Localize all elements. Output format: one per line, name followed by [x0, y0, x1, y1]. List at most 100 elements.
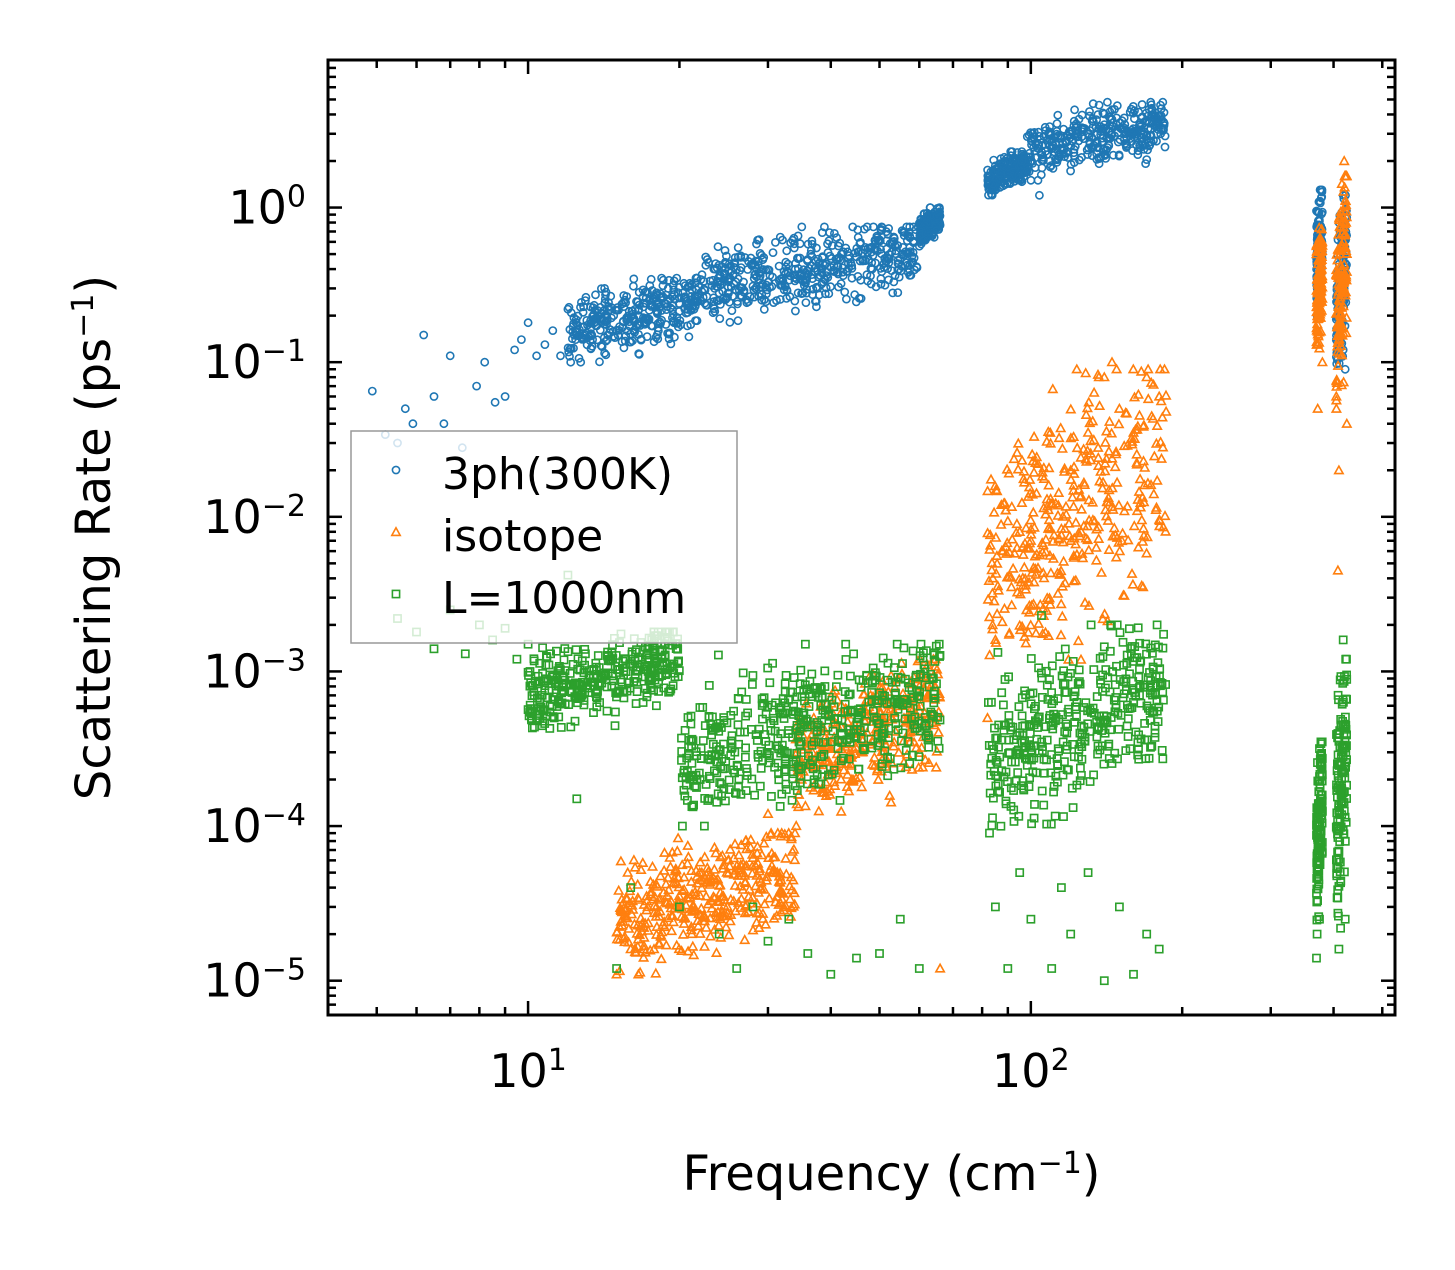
- scatter-point-isotope: [1092, 556, 1100, 564]
- scatter-point-isotope: [993, 559, 1001, 567]
- scatter-point-boundary: [853, 955, 860, 962]
- scatter-point-isotope: [1084, 429, 1092, 437]
- scatter-point-isotope: [933, 747, 941, 755]
- scatter-point-3ph: [533, 352, 540, 359]
- scatter-point-isotope: [1314, 405, 1322, 413]
- scatter-point-boundary: [850, 650, 857, 657]
- scatter-point-boundary: [633, 700, 640, 707]
- scatter-point-boundary: [910, 647, 917, 654]
- scatter-point-isotope: [987, 475, 995, 483]
- scatter-point-isotope: [1067, 405, 1075, 413]
- scatter-point-isotope: [639, 953, 647, 961]
- scatter-point-boundary: [768, 793, 775, 800]
- scatter-point-isotope: [1058, 445, 1066, 453]
- scatter-point-boundary: [726, 776, 733, 783]
- scatter-point-isotope: [639, 859, 647, 867]
- scatter-point-isotope: [1034, 620, 1042, 628]
- scatter-point-isotope: [630, 856, 638, 864]
- scatter-point-isotope: [1043, 437, 1051, 445]
- scatter-point-isotope: [1077, 655, 1085, 663]
- scatter-point-boundary: [778, 791, 785, 798]
- scatter-point-isotope: [1150, 490, 1158, 498]
- scatter-point-boundary: [834, 672, 841, 679]
- scatter-point-isotope: [731, 840, 739, 848]
- scatter-point-isotope: [648, 863, 656, 871]
- scatter-point-3ph: [792, 307, 799, 314]
- scatter-point-3ph: [1034, 177, 1041, 184]
- scatter-point-isotope: [1047, 569, 1055, 577]
- scatter-point-isotope: [1064, 655, 1072, 663]
- scatter-point-isotope: [990, 508, 998, 516]
- scatter-point-3ph: [430, 393, 437, 400]
- scatter-point-3ph: [409, 420, 416, 427]
- scatter-point-boundary: [782, 680, 789, 687]
- scatter-point-3ph: [557, 352, 564, 359]
- scatter-point-boundary: [749, 681, 756, 688]
- scatter-point-3ph: [630, 283, 637, 290]
- scatter-point-boundary: [678, 735, 685, 742]
- scatter-point-boundary: [842, 641, 849, 648]
- scatter-point-boundary: [1004, 965, 1011, 972]
- scatter-point-isotope: [985, 613, 993, 621]
- scatter-point-isotope: [1085, 546, 1093, 554]
- scatter-point-isotope: [652, 969, 660, 977]
- scatter-point-boundary: [764, 938, 771, 945]
- scatter-point-boundary: [678, 757, 685, 764]
- scatter-point-isotope: [701, 853, 709, 861]
- scatter-point-boundary: [1039, 787, 1046, 794]
- scatter-point-boundary: [1015, 703, 1022, 710]
- scatter-point-3ph: [728, 307, 735, 314]
- scatter-point-boundary: [1088, 621, 1095, 628]
- scatter-point-boundary: [925, 744, 932, 751]
- scatter-point-boundary: [1337, 925, 1344, 932]
- scatter-point-isotope: [1133, 450, 1141, 458]
- scatter-point-isotope: [1335, 466, 1343, 474]
- scatter-point-boundary: [1052, 813, 1059, 820]
- scatter-point-boundary: [1159, 755, 1166, 762]
- scatter-point-isotope: [1115, 501, 1123, 509]
- scatter-point-isotope: [1092, 543, 1100, 551]
- scatter-point-boundary: [880, 654, 887, 661]
- scatter-point-3ph: [827, 283, 834, 290]
- scatter-point-boundary: [1159, 747, 1166, 754]
- scatter-point-boundary: [1313, 955, 1320, 962]
- scatter-point-isotope: [792, 822, 800, 830]
- scatter-point-isotope: [1013, 520, 1021, 528]
- scatter-point-isotope: [1138, 516, 1146, 524]
- scatter-point-boundary: [679, 823, 686, 830]
- scatter-point-boundary: [1094, 693, 1101, 700]
- scatter-point-isotope: [1008, 503, 1016, 511]
- scatter-point-3ph: [1071, 106, 1078, 113]
- scatter-point-3ph: [369, 388, 376, 395]
- scatter-point-boundary: [1002, 798, 1009, 805]
- scatter-point-isotope: [1057, 600, 1065, 608]
- scatter-point-boundary: [1154, 621, 1161, 628]
- scatter-point-isotope: [764, 810, 772, 818]
- scatter-point-isotope: [1153, 422, 1161, 430]
- scatter-point-isotope: [1085, 496, 1093, 504]
- scatter-point-boundary: [742, 754, 749, 761]
- scatter-point-isotope: [1009, 564, 1017, 572]
- scatter-point-boundary: [1070, 804, 1077, 811]
- scatter-point-isotope: [1029, 508, 1037, 516]
- scatter-point-isotope: [1161, 512, 1169, 520]
- scatter-point-boundary: [1101, 977, 1108, 984]
- scatter-point-boundary: [1005, 712, 1012, 719]
- scatter-point-3ph: [685, 333, 692, 340]
- scatter-point-isotope: [1153, 476, 1161, 484]
- scatter-point-isotope: [993, 610, 1001, 618]
- scatter-point-isotope: [1115, 420, 1123, 428]
- scatter-point-boundary: [595, 652, 602, 659]
- scatter-point-boundary: [1076, 666, 1083, 673]
- series-0: [369, 99, 1351, 452]
- scatter-point-boundary: [1119, 639, 1126, 646]
- scatter-point-boundary: [462, 650, 469, 657]
- scatter-point-boundary: [1028, 655, 1035, 662]
- scatter-point-isotope: [874, 776, 882, 784]
- scatter-point-boundary: [1314, 931, 1321, 938]
- scatter-point-3ph: [420, 331, 427, 338]
- scatter-point-isotope: [1072, 518, 1080, 526]
- scatter-point-isotope: [1144, 395, 1152, 403]
- scatter-point-boundary: [1010, 787, 1017, 794]
- scatter-point-boundary: [992, 903, 999, 910]
